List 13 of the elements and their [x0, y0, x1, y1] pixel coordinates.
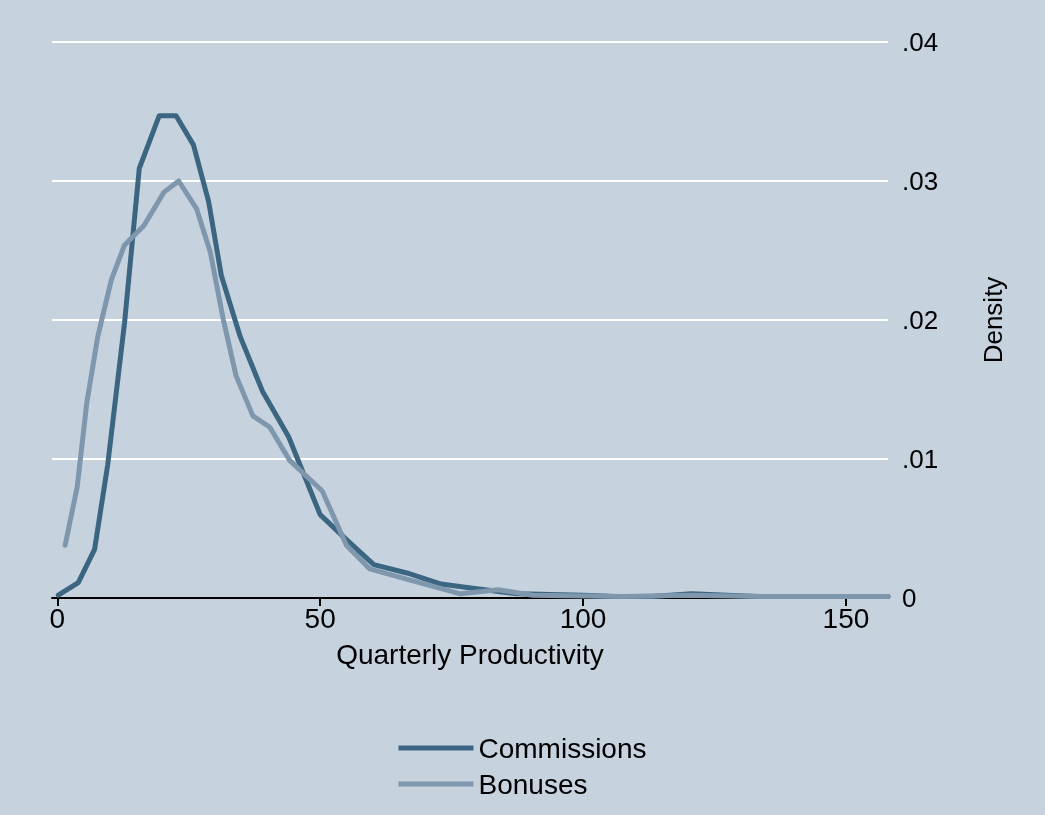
- y-tick-label: 0: [902, 583, 917, 613]
- legend-label: Bonuses: [478, 768, 588, 800]
- y-tick-label: .03: [902, 166, 939, 196]
- y-axis-title: Density: [978, 276, 1008, 364]
- y-tick-label: .01: [902, 444, 939, 474]
- x-axis-title: Quarterly Productivity: [336, 638, 604, 670]
- y-tick-label: .02: [902, 305, 939, 335]
- x-tick-label: 100: [559, 602, 607, 634]
- x-tick-label: 50: [304, 602, 336, 634]
- legend-label: Commissions: [478, 732, 647, 764]
- x-tick-label: 150: [822, 602, 870, 634]
- y-tick-label: .04: [902, 27, 939, 57]
- x-tick-label: 0: [49, 602, 66, 634]
